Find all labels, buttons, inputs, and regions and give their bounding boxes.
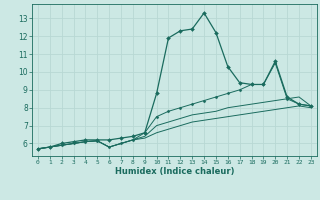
- X-axis label: Humidex (Indice chaleur): Humidex (Indice chaleur): [115, 167, 234, 176]
